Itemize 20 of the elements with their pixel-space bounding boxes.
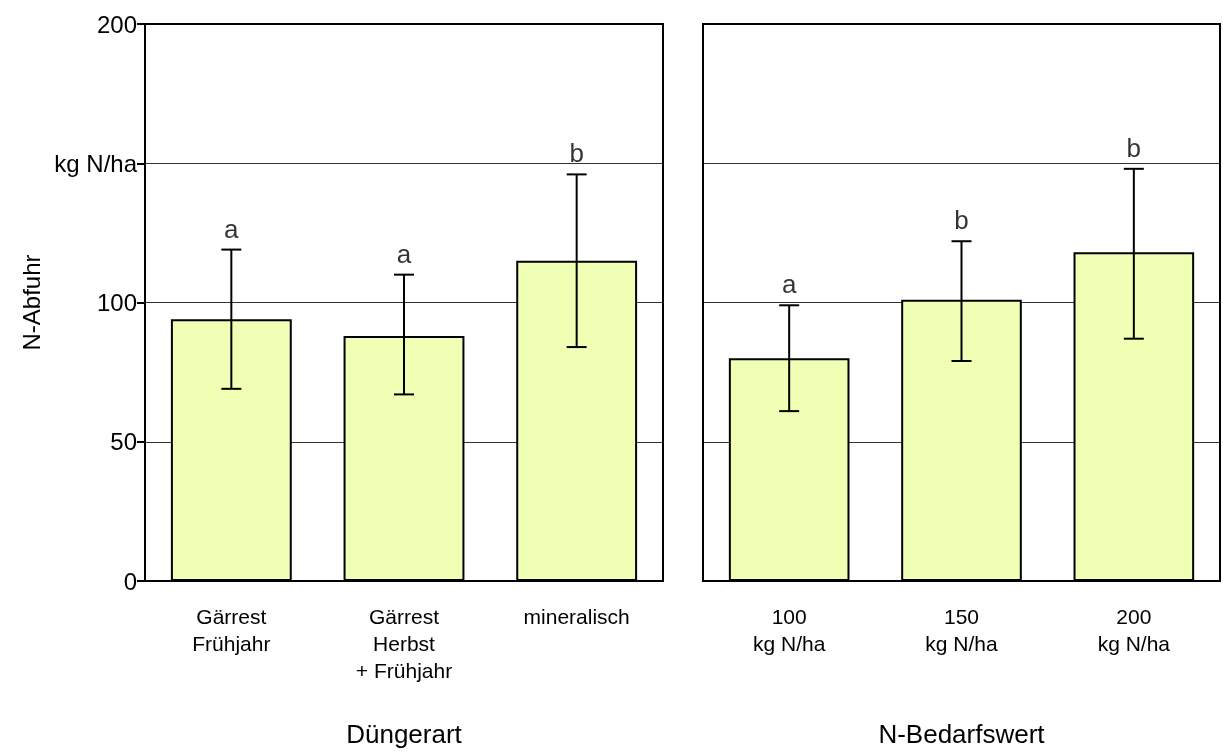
y-tick-label: 200 [96,10,137,38]
annotation: b [1126,132,1142,163]
x-tick-label: 200 kg N/ha [1097,605,1171,655]
y-tick-label: kg N/ha [54,149,138,177]
x-tick-label: 150 kg N/ha [925,605,999,655]
x-tick-label: 100 kg N/ha [752,605,826,655]
x-tick-label: Gärrest Frühjahr [192,605,271,655]
x-axis-title: N-Bedarfswert [878,719,1046,749]
x-tick-label: Gärrest Herbst + Frühjahr [355,605,453,682]
y-tick-label: 50 [110,428,137,456]
y-axis-title: N-Abfuhr [17,254,45,351]
annotation: a [224,213,240,244]
annotation: a [396,238,412,269]
y-tick-label: 100 [96,289,137,316]
annotation: a [781,269,797,300]
x-axis-title: Düngerart [346,719,463,749]
annotation: b [954,205,969,236]
y-tick-label: 0 [123,567,137,595]
x-tick-label: mineralisch [523,605,630,628]
annotation: b [569,138,584,169]
